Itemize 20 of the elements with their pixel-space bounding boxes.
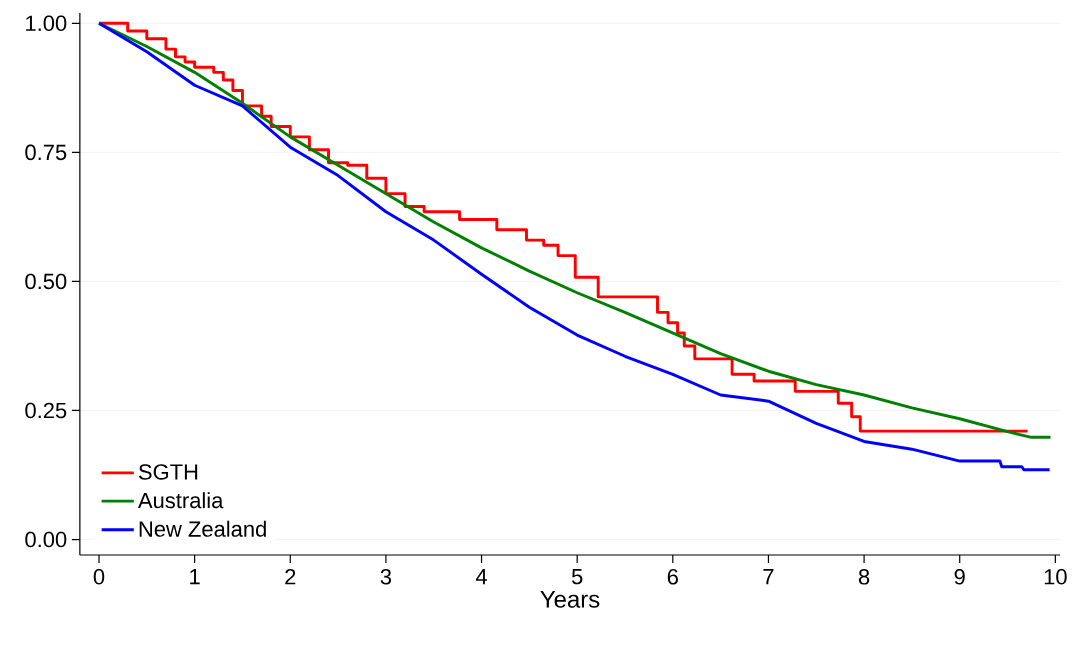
- y-tick-label: 0.25: [25, 402, 67, 419]
- x-tick-label: 4: [475, 569, 487, 585]
- y-tick-label: 0.00: [25, 531, 67, 548]
- y-tick-label: 0.75: [25, 144, 67, 161]
- x-tick-label: 1: [190, 569, 200, 585]
- x-tick-label: 9: [954, 569, 965, 585]
- x-tick-label: 5: [571, 569, 583, 585]
- x-tick-label: 0: [93, 569, 105, 585]
- legend-label: New Zealand: [139, 520, 266, 537]
- x-tick-label: 2: [285, 569, 296, 585]
- x-axis-title: Years: [540, 591, 600, 608]
- legend-label: Australia: [137, 492, 224, 509]
- x-tick-label: 8: [858, 569, 870, 585]
- x-tick-label: 6: [667, 569, 678, 585]
- x-tick-label: 10: [1044, 569, 1067, 585]
- legend-label: SGTH: [138, 464, 198, 480]
- y-tick-label: 0.50: [25, 273, 67, 290]
- x-tick-label: 3: [380, 569, 392, 585]
- x-tick-label: 7: [763, 569, 774, 585]
- y-tick-label: 1.00: [26, 15, 67, 32]
